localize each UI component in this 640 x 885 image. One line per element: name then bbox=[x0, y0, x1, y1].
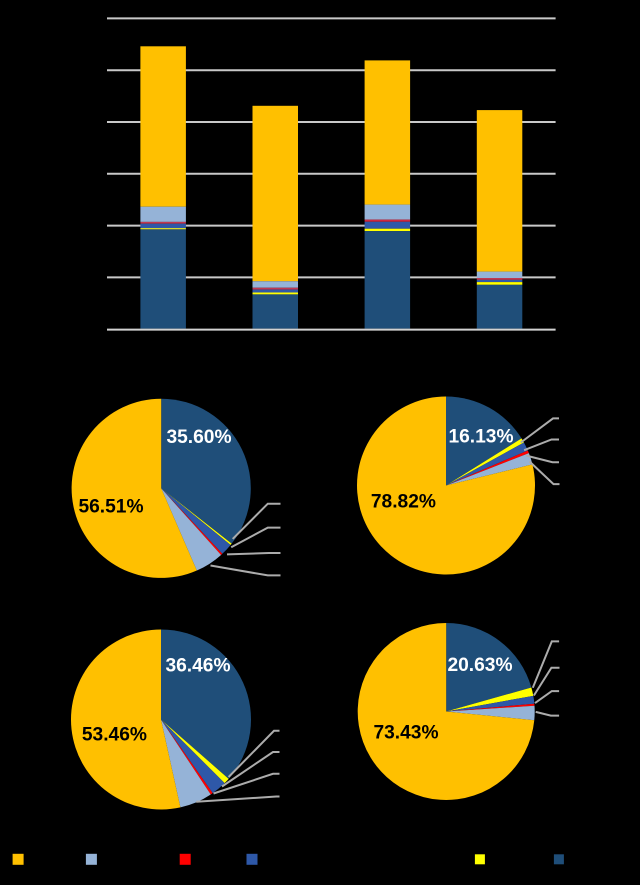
svg-text:78.82%: 78.82% bbox=[371, 491, 436, 512]
svg-text:56.51%: 56.51% bbox=[78, 496, 143, 517]
svg-text:73.43%: 73.43% bbox=[373, 722, 438, 743]
svg-text:16.13%: 16.13% bbox=[448, 426, 513, 447]
svg-text:20.63%: 20.63% bbox=[447, 655, 512, 676]
svg-text:53.46%: 53.46% bbox=[82, 724, 147, 745]
svg-text:36.46%: 36.46% bbox=[165, 655, 230, 676]
svg-text:35.60%: 35.60% bbox=[166, 427, 231, 448]
